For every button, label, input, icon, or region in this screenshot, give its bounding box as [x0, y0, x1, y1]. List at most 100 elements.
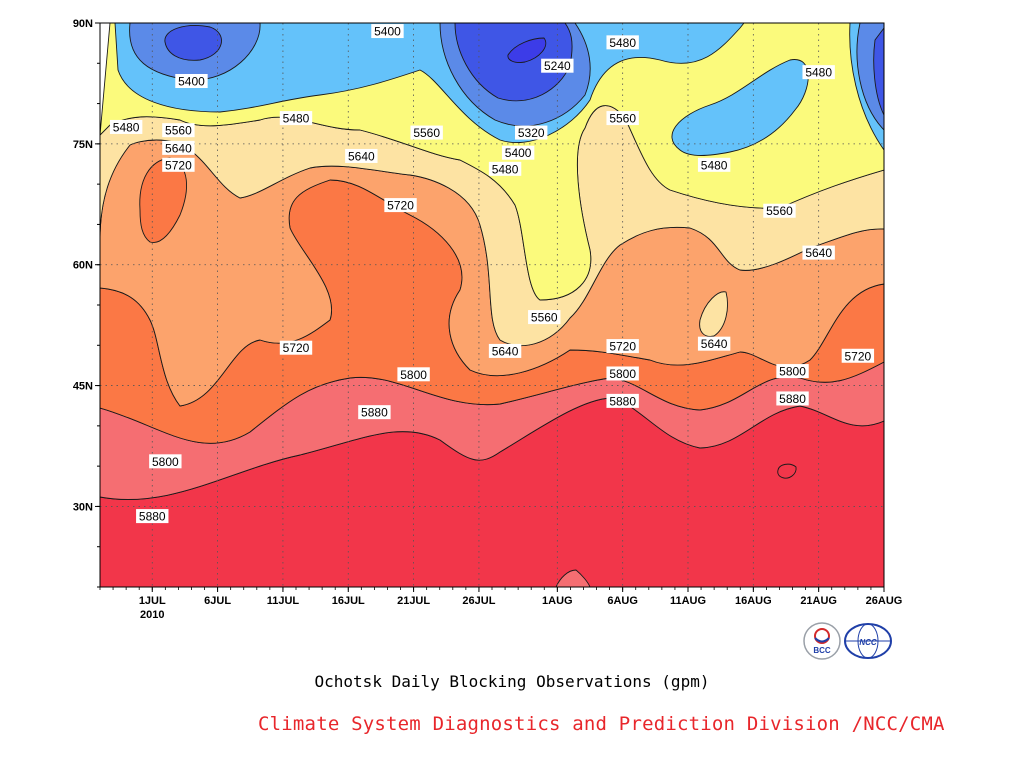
x-tick-label: 11AUG	[670, 595, 706, 607]
y-tick-label: 30N	[73, 501, 93, 513]
contour-label: 5880	[779, 392, 806, 406]
contour-label-bg	[841, 348, 875, 363]
y-tick-label: 90N	[73, 18, 93, 30]
contour-label: 5720	[845, 349, 872, 363]
contour-label-bg	[279, 340, 313, 355]
contour-label: 5800	[609, 367, 636, 381]
contour-label-bg	[358, 405, 391, 420]
contour-label-bg	[162, 123, 195, 138]
x-tick-label: 1AUG	[542, 595, 573, 607]
contour-label-bg	[776, 391, 809, 406]
contour-label: 5560	[531, 311, 558, 325]
contour-label: 5240	[544, 59, 571, 73]
contour-label: 5640	[805, 246, 832, 260]
contour-label: 5560	[165, 124, 192, 138]
contour-label: 5480	[283, 112, 310, 126]
x-year-label: 2010	[140, 609, 164, 621]
contour-label-bg	[488, 161, 522, 176]
contour-label-bg	[149, 454, 182, 469]
contour-label-bg	[606, 35, 639, 50]
contour-label: 5560	[413, 126, 440, 140]
bcc-logo-text: BCC	[813, 646, 831, 655]
contour-label: 5560	[766, 204, 793, 218]
contour-label: 5480	[701, 158, 728, 172]
x-tick-label: 16JUL	[332, 595, 365, 607]
contour-label-bg	[410, 125, 443, 140]
contour-label: 5800	[779, 365, 806, 379]
contour-label: 5480	[492, 162, 519, 176]
contour-label: 5320	[518, 126, 545, 140]
contour-label: 5480	[609, 36, 636, 50]
x-tick-label: 1JUL	[139, 595, 166, 607]
y-tick-label: 75N	[73, 139, 93, 151]
contour-label-bg	[606, 393, 639, 408]
contour-label: 5560	[609, 112, 636, 126]
contour-label-bg	[802, 245, 835, 260]
ncc-logo: NCC	[844, 623, 892, 659]
contour-label-layer: 5400 5480 5240 5400 5480 5560 5480 5480 5560 5560…	[109, 24, 875, 524]
contour-label-bg	[606, 339, 639, 354]
contour-label-bg	[384, 198, 417, 213]
contour-label-bg	[371, 24, 404, 39]
contour-label: 5720	[283, 341, 310, 355]
contour-label: 5880	[609, 394, 636, 408]
contour-label-bg	[541, 58, 574, 73]
contour-label: 5720	[165, 158, 192, 172]
contour-band-5800-5880	[555, 569, 591, 587]
contour-label-bg	[606, 111, 639, 126]
x-tick-label: 16AUG	[735, 595, 772, 607]
bcc-logo-inner	[814, 628, 830, 644]
contour-label-bg	[488, 343, 522, 358]
contour-label-bg	[109, 119, 143, 134]
x-tick-label: 21JUL	[397, 595, 430, 607]
contour-band-5720-5800	[139, 157, 187, 243]
contour-band-above-5880	[777, 463, 797, 479]
contour-label: 5480	[113, 120, 140, 134]
contour-label: 5800	[152, 455, 179, 469]
contour-label: 5720	[387, 199, 414, 213]
contour-label-bg	[175, 74, 208, 89]
contour-label: 5640	[165, 141, 192, 155]
x-tick-label: 26AUG	[866, 595, 903, 607]
contour-label: 5400	[505, 146, 532, 160]
contour-label: 5640	[492, 344, 519, 358]
x-tick-label: 21AUG	[800, 595, 837, 607]
x-tick-label: 6AUG	[607, 595, 638, 607]
contour-label: 5880	[361, 406, 388, 420]
contour-label: 5640	[348, 149, 375, 163]
contour-label: 5800	[400, 368, 427, 382]
bcc-logo-swirl	[814, 637, 830, 643]
contour-band-below-5240	[507, 37, 547, 63]
x-tick-label: 26JUL	[462, 595, 495, 607]
contour-label: 5720	[609, 340, 636, 354]
ncc-logo-text: NCC	[859, 638, 877, 647]
contour-label-bg	[763, 203, 796, 218]
contour-label-bg	[802, 65, 835, 80]
contour-label-bg	[279, 111, 313, 126]
contour-label-bg	[515, 125, 548, 140]
contour-label-bg	[162, 157, 195, 172]
credit-text: Climate System Diagnostics and Predictio…	[258, 713, 945, 735]
contour-label-bg	[501, 145, 535, 160]
contour-label-bg	[528, 310, 561, 325]
contour-label-bg	[397, 367, 430, 382]
contour-label-bg	[162, 140, 195, 155]
bcc-logo: BCC	[803, 622, 841, 660]
y-tick-label: 60N	[73, 260, 93, 272]
contour-label: 5400	[178, 75, 205, 89]
contour-label-bg	[136, 509, 169, 524]
contour-fill-layer	[100, 23, 884, 587]
y-axis: 30N 45N 60N 75N 90N	[73, 18, 100, 588]
x-tick-label: 6JUL	[204, 595, 231, 607]
contour-label-bg	[345, 148, 378, 163]
y-tick-label: 45N	[73, 381, 93, 393]
contour-band-5560-5640	[699, 291, 728, 337]
x-axis: 1JUL 6JUL 11JUL 16JUL 21JUL 26JUL 1AUG 6AUG 11AU…	[99, 587, 903, 621]
contour-label-bg	[697, 157, 731, 172]
contour-label-bg	[776, 364, 809, 379]
contour-label: 5880	[139, 510, 166, 524]
contour-label: 5640	[701, 337, 728, 351]
x-tick-label: 11JUL	[267, 595, 300, 607]
contour-label-bg	[697, 336, 731, 351]
